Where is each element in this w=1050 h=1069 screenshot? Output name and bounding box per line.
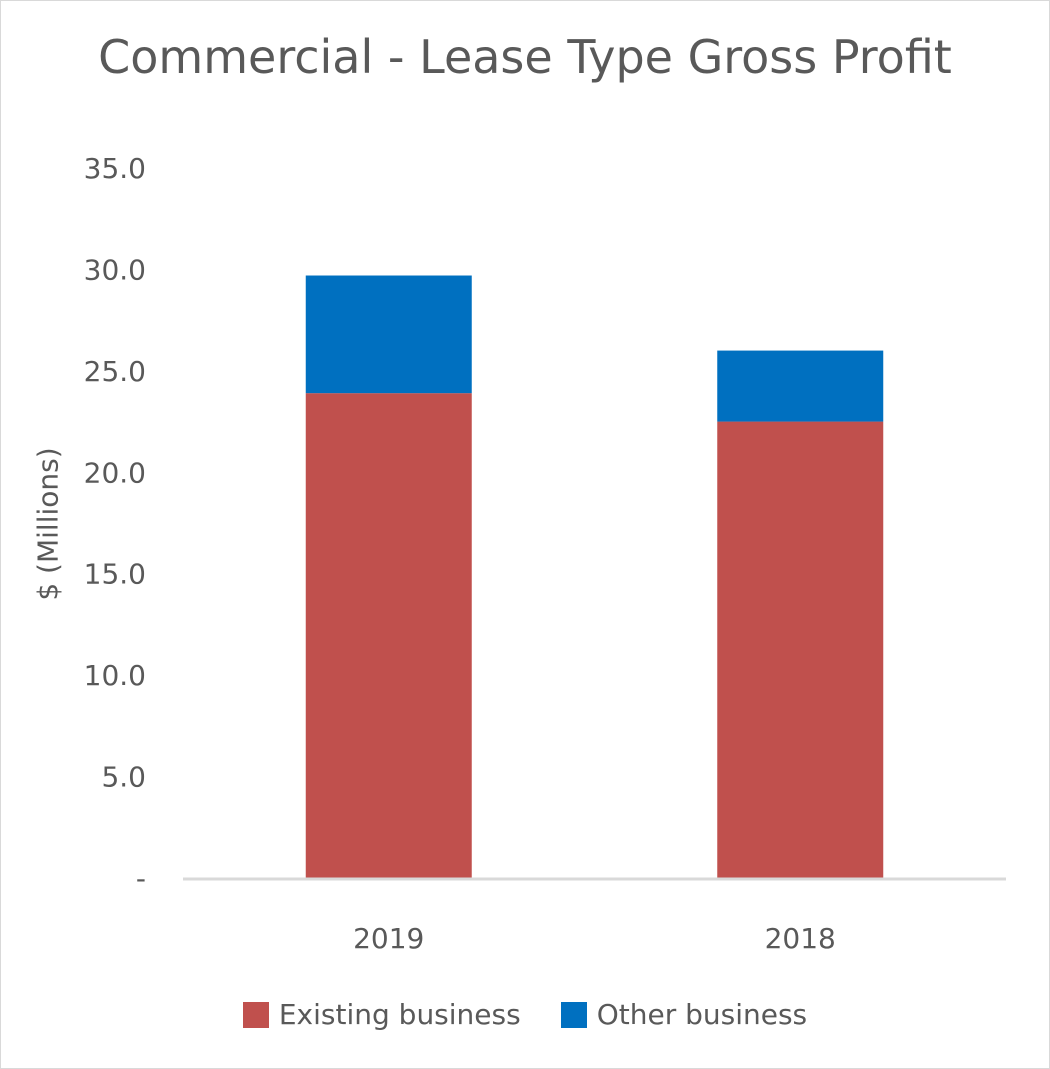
legend-swatch-existing (242, 1001, 269, 1028)
x-tick-label: 2018 (765, 922, 836, 955)
y-tick-label: 5.0 (101, 761, 146, 794)
y-tick-label: 20.0 (84, 456, 146, 489)
legend-item-other: Other business (560, 998, 808, 1031)
bar-other-business-2018 (717, 350, 884, 422)
bar-existing-business-2018 (717, 421, 884, 878)
bar-existing-business-2019 (305, 393, 472, 878)
x-tick-label: 2019 (353, 922, 424, 955)
legend-item-existing: Existing business (242, 998, 521, 1031)
bar-other-business-2019 (305, 275, 472, 394)
legend-label-other: Other business (596, 998, 808, 1031)
legend-label-existing: Existing business (278, 998, 521, 1031)
y-tick-label: 15.0 (84, 558, 146, 591)
y-tick-label: 35.0 (84, 152, 146, 185)
y-tick-label: 30.0 (84, 253, 146, 286)
legend-swatch-other (560, 1001, 587, 1028)
y-tick-label: 25.0 (84, 355, 146, 388)
legend: Existing business Other business (0, 998, 1050, 1031)
chart-title: Commercial - Lease Type Gross Profit (98, 30, 952, 84)
y-tick-label: - (136, 862, 146, 895)
y-tick-label: 10.0 (84, 659, 146, 692)
